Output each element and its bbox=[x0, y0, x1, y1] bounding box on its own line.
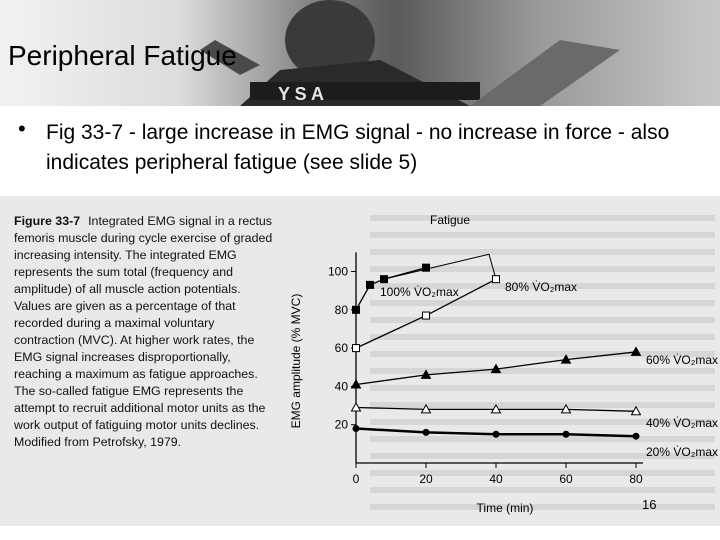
data-point bbox=[380, 275, 388, 284]
data-point bbox=[560, 403, 572, 414]
data-point bbox=[350, 401, 362, 412]
figure-scan: 20 40 60 80 100 0 20 40 60 80 Time (min) EMG amplit… bbox=[0, 196, 720, 526]
data-point bbox=[366, 280, 374, 289]
data-point bbox=[422, 263, 430, 272]
slide-title: Peripheral Fatigue bbox=[8, 40, 237, 71]
y-tick-label: 20 bbox=[335, 418, 349, 432]
series-label: 40% V̇O₂max bbox=[646, 416, 718, 430]
x-tick-label: 0 bbox=[353, 472, 360, 486]
figure-caption: Figure 33-7 Integrated EMG signal in a re… bbox=[14, 213, 276, 451]
data-point bbox=[630, 346, 642, 356]
data-point bbox=[492, 430, 500, 438]
y-tick-label: 80 bbox=[335, 303, 349, 317]
x-tick-label: 80 bbox=[629, 472, 643, 486]
emg-chart: 20 40 60 80 100 0 20 40 60 80 Time (min) EMG amplit… bbox=[289, 213, 718, 515]
bullet-marker: • bbox=[18, 116, 26, 141]
data-point bbox=[492, 275, 500, 284]
series-line bbox=[355, 267, 427, 311]
data-point bbox=[352, 344, 360, 353]
fatigue-annotation: Fatigue bbox=[430, 213, 470, 227]
data-point bbox=[422, 428, 430, 436]
svg-text:Y S A: Y S A bbox=[278, 84, 324, 104]
series-label: 20% V̇O₂max bbox=[646, 445, 718, 459]
series-label: 100% V̇O₂max bbox=[380, 285, 459, 299]
bullet-text: Fig 33-7 - large increase in EMG signal … bbox=[46, 121, 670, 174]
data-point bbox=[630, 405, 642, 416]
y-tick-label: 40 bbox=[335, 379, 349, 393]
y-tick-label: 100 bbox=[328, 265, 348, 279]
x-tick-label: 40 bbox=[489, 472, 503, 486]
data-point bbox=[420, 369, 432, 379]
data-point bbox=[560, 354, 572, 364]
title-banner: Y S A Peripheral Fatigue bbox=[0, 0, 720, 106]
data-point bbox=[422, 311, 430, 320]
x-axis-label: Time (min) bbox=[477, 501, 534, 515]
page-number: 16 bbox=[642, 497, 657, 512]
data-point bbox=[352, 305, 360, 314]
y-axis-label: EMG amplitude (% MVC) bbox=[289, 294, 303, 429]
data-point bbox=[420, 403, 432, 414]
data-point bbox=[350, 378, 362, 389]
data-point bbox=[562, 430, 570, 438]
data-point bbox=[490, 403, 502, 414]
data-point bbox=[352, 425, 360, 433]
caption-label: Figure 33-7 bbox=[14, 214, 81, 228]
data-point bbox=[632, 432, 640, 440]
series-label: 60% V̇O₂max bbox=[646, 353, 718, 367]
x-tick-label: 20 bbox=[419, 472, 433, 486]
caption-text: Integrated EMG signal in a rectus femori… bbox=[14, 214, 273, 449]
data-point bbox=[490, 363, 502, 374]
athlete-photo: Y S A bbox=[200, 0, 620, 106]
y-tick-label: 60 bbox=[335, 341, 349, 355]
series-label: 80% V̇O₂max bbox=[505, 280, 577, 294]
fatigue-bracket bbox=[383, 253, 497, 280]
x-tick-label: 60 bbox=[559, 472, 573, 486]
